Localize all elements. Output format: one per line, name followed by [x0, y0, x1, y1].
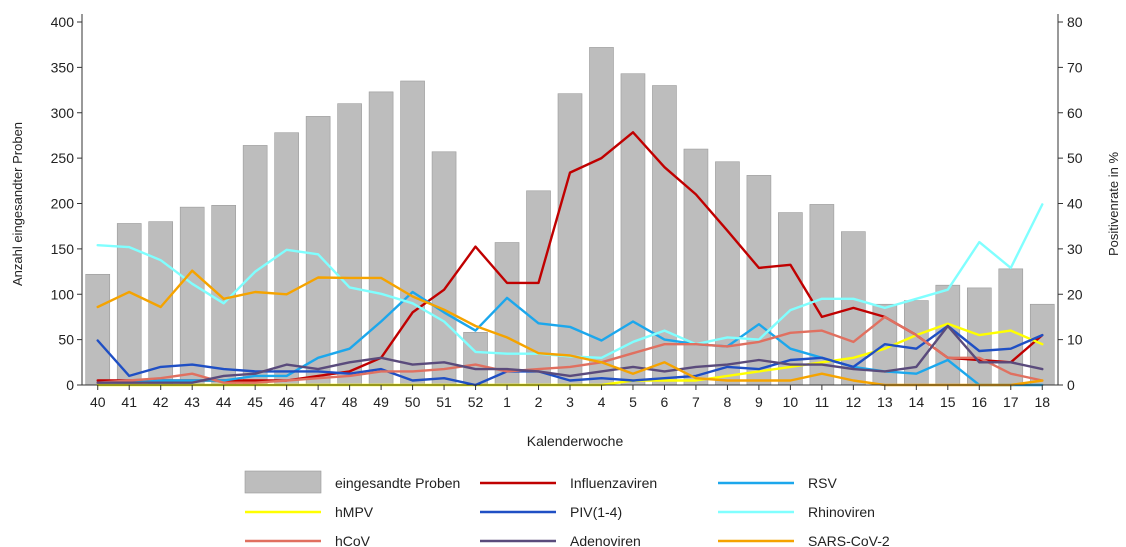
- series-line: [96, 324, 1044, 384]
- y-tick-label: 300: [51, 105, 75, 121]
- x-tick-label: 46: [279, 394, 295, 410]
- y-tick-label: 100: [51, 286, 75, 302]
- x-tick-label: 50: [405, 394, 421, 410]
- x-tick-label: 13: [877, 394, 893, 410]
- legend-label: eingesandte Proben: [335, 475, 460, 491]
- y2-tick-label: 20: [1067, 286, 1083, 302]
- legend-label: Adenoviren: [570, 533, 641, 547]
- bar: [400, 80, 425, 386]
- x-tick-label: 12: [846, 394, 862, 410]
- legend-label: Influenzaviren: [570, 475, 657, 491]
- y2-tick-label: 30: [1067, 241, 1083, 257]
- x-tick-label: 18: [1034, 394, 1050, 410]
- bar: [305, 116, 331, 386]
- legend: eingesandte Proben Influenzaviren RSV hMPV P…: [244, 470, 890, 547]
- x-tick-label: 11: [815, 394, 830, 410]
- bar: [746, 175, 772, 386]
- x-tick-label: 15: [940, 394, 956, 410]
- x-tick-label: 51: [436, 394, 452, 410]
- y-tick-label: 50: [58, 332, 74, 348]
- x-axis-label: Kalenderwoche: [527, 433, 624, 449]
- x-tick-label: 10: [783, 394, 799, 410]
- legend-label: Rhinoviren: [808, 504, 875, 520]
- y2-axis-label: Positivenrate in %: [1106, 152, 1121, 256]
- y-tick-label: 400: [51, 14, 75, 30]
- x-tick-label: 49: [373, 394, 389, 410]
- x-tick-label: 42: [153, 394, 169, 410]
- bar: [526, 190, 551, 386]
- y2-tick-label: 40: [1067, 196, 1083, 212]
- x-tick-label: 17: [1003, 394, 1019, 410]
- y2-tick-label: 0: [1067, 377, 1075, 393]
- x-tick-label: 14: [909, 394, 925, 410]
- x-tick-label: 41: [121, 394, 137, 410]
- x-tick-label: 6: [661, 394, 669, 410]
- x-tick-label: 47: [310, 394, 326, 410]
- x-tick-label: 44: [216, 394, 232, 410]
- legend-label: PIV(1-4): [570, 504, 622, 520]
- legend-label: hCoV: [335, 533, 371, 547]
- bar: [998, 268, 1024, 386]
- x-tick-label: 40: [90, 394, 106, 410]
- y2-tick-label: 10: [1067, 332, 1083, 348]
- y2-tick-label: 70: [1067, 59, 1083, 75]
- lines-layer: [96, 131, 1044, 387]
- bar: [557, 93, 583, 386]
- bars-layer: [85, 47, 1055, 386]
- x-tick-label: 7: [692, 394, 700, 410]
- x-tick-label: 4: [598, 394, 606, 410]
- x-tick-label: 3: [566, 394, 574, 410]
- legend-label: hMPV: [335, 504, 374, 520]
- bar: [589, 47, 614, 386]
- y2-tick-label: 60: [1067, 105, 1083, 121]
- x-tick-label: 45: [247, 394, 263, 410]
- series-line: [96, 324, 1044, 387]
- x-tick-label: 9: [755, 394, 763, 410]
- x-tick-label: 5: [629, 394, 637, 410]
- bar: [368, 91, 394, 386]
- y-tick-label: 0: [66, 377, 74, 393]
- bar: [85, 273, 111, 386]
- x-tick-label: 2: [535, 394, 543, 410]
- y-tick-label: 350: [51, 59, 75, 75]
- x-tick-label: 48: [342, 394, 358, 410]
- bar: [715, 161, 740, 386]
- x-tick-label: 8: [724, 394, 732, 410]
- y2-tick-label: 80: [1067, 14, 1083, 30]
- x-tick-label: 1: [503, 394, 511, 410]
- bar: [494, 242, 520, 386]
- x-tick-label: 16: [972, 394, 988, 410]
- y2-tick-label: 50: [1067, 150, 1083, 166]
- y-tick-label: 150: [51, 241, 75, 257]
- y-axis-label: Anzahl eingesandter Proben: [10, 122, 25, 286]
- axes-layer: 0501001502002503003504000102030405060708…: [51, 14, 1083, 410]
- bar: [179, 206, 205, 386]
- bar: [431, 151, 457, 386]
- x-tick-label: 52: [468, 394, 484, 410]
- legend-label: RSV: [808, 475, 837, 491]
- legend-swatch: [244, 470, 322, 494]
- bar: [463, 332, 488, 386]
- y-tick-label: 250: [51, 150, 75, 166]
- bar: [274, 132, 299, 386]
- bar: [337, 103, 362, 386]
- bar: [966, 287, 992, 386]
- y-tick-label: 200: [51, 196, 75, 212]
- x-tick-label: 43: [184, 394, 200, 410]
- series-line: [96, 315, 1044, 384]
- legend-label: SARS-CoV-2: [808, 533, 890, 547]
- bar: [683, 148, 709, 386]
